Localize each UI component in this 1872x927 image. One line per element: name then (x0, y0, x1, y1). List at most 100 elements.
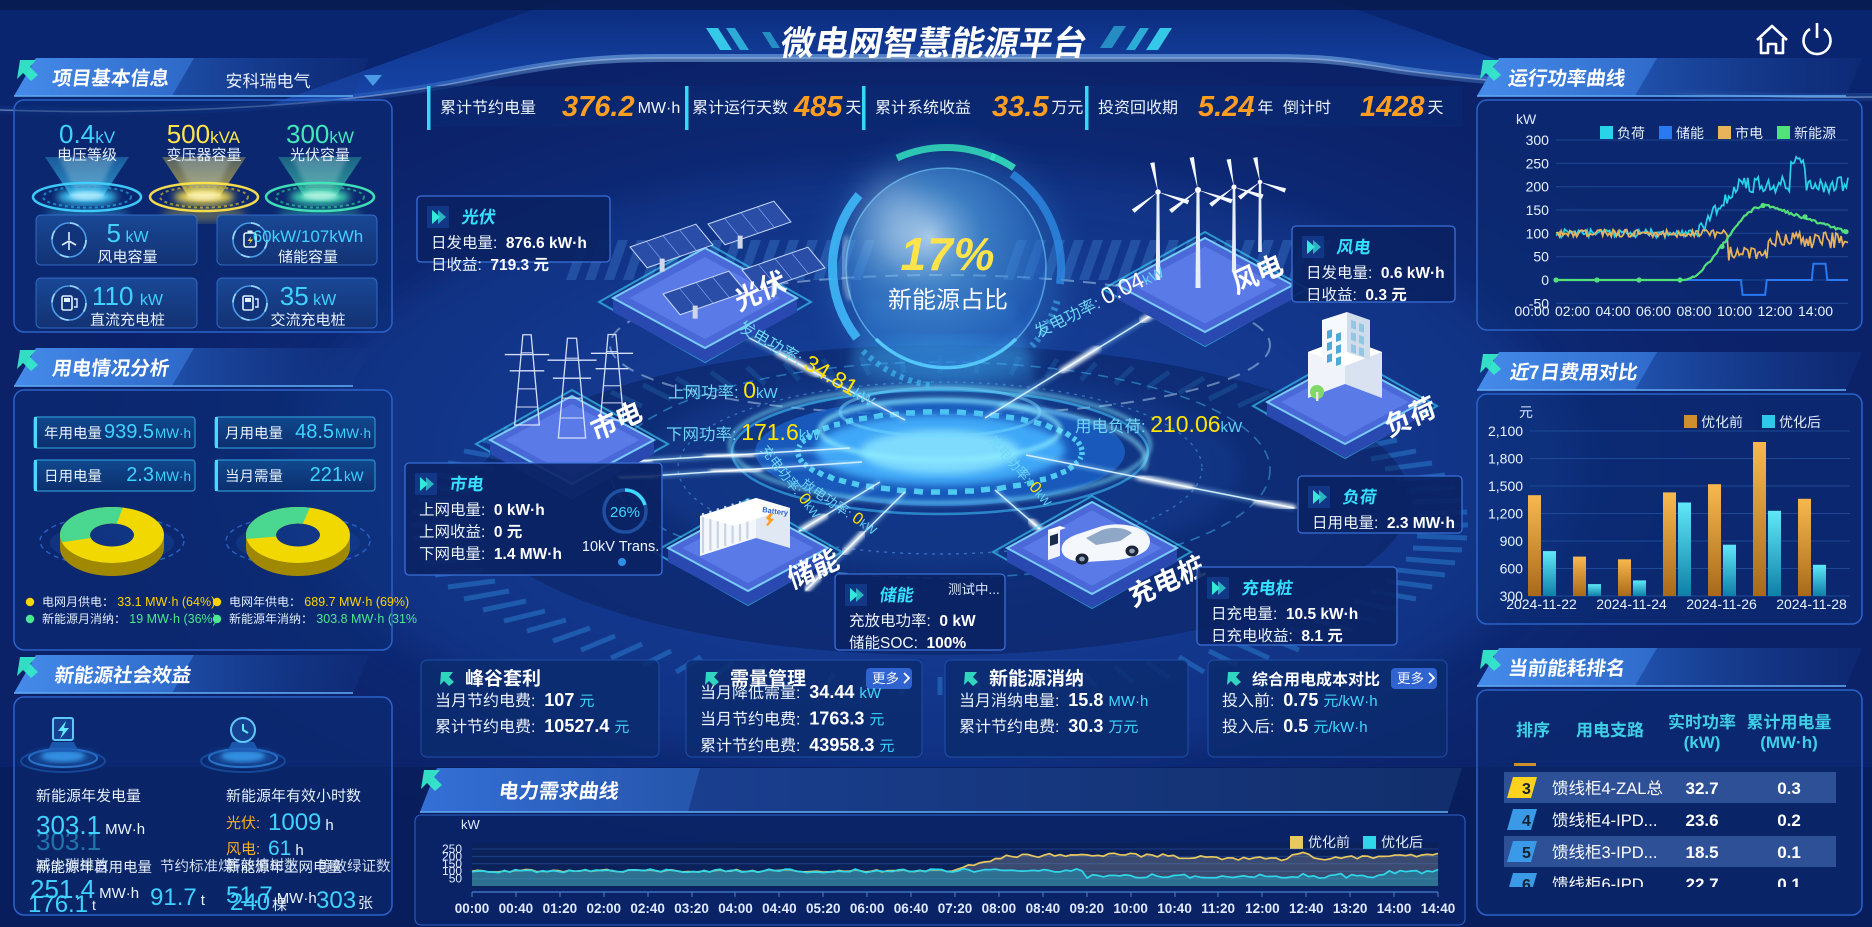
svg-text:06:00: 06:00 (850, 901, 885, 916)
svg-text:kVA: kVA (210, 128, 241, 147)
svg-text:689.7 MW·h (69%): 689.7 MW·h (69%) (304, 595, 409, 609)
svg-text:600: 600 (1500, 561, 1524, 577)
svg-text::: : (481, 502, 494, 519)
svg-text:11:20: 11:20 (1201, 901, 1235, 916)
svg-text:-50: -50 (1529, 295, 1549, 311)
svg-text:(kW): (kW) (1684, 733, 1721, 752)
svg-text:7: 7 (1529, 362, 1540, 384)
svg-text:500: 500 (167, 119, 210, 149)
svg-text:0.3: 0.3 (1365, 287, 1391, 304)
svg-text:1,800: 1,800 (1488, 451, 1523, 467)
svg-text:50: 50 (1533, 249, 1549, 265)
svg-text:4-IPD...: 4-IPD... (1602, 812, 1658, 830)
svg-text:240: 240 (230, 889, 270, 916)
svg-text::: : (927, 613, 940, 630)
svg-text:8.1: 8.1 (1301, 628, 1327, 645)
svg-text:32.7: 32.7 (1686, 779, 1719, 798)
svg-text:33.5: 33.5 (992, 91, 1049, 123)
svg-text:04:40: 04:40 (762, 901, 797, 916)
svg-text:02:40: 02:40 (630, 901, 665, 916)
svg-text:15.8: 15.8 (1068, 690, 1103, 710)
svg-text:6-IPD: 6-IPD (1602, 876, 1644, 894)
svg-text:kW: kW (329, 128, 354, 147)
svg-text::: : (481, 546, 494, 563)
svg-text:00:00: 00:00 (455, 901, 490, 916)
svg-text:43958.3: 43958.3 (809, 735, 874, 755)
svg-text:6: 6 (1522, 877, 1531, 894)
svg-text:kW: kW (1221, 419, 1244, 436)
svg-text:MW·h: MW·h (155, 469, 191, 484)
svg-text:04:00: 04:00 (1596, 303, 1631, 319)
svg-text::: : (796, 685, 809, 702)
svg-text:kW: kW (121, 229, 149, 246)
svg-text:03:20: 03:20 (674, 901, 709, 916)
svg-text::: : (481, 524, 494, 541)
svg-text:Battery: Battery (762, 505, 790, 518)
svg-text:300: 300 (286, 119, 329, 149)
svg-text:17%: 17% (901, 228, 996, 280)
svg-text:07:20: 07:20 (938, 901, 973, 916)
svg-text::: : (732, 426, 741, 444)
svg-text:02:00: 02:00 (587, 901, 622, 916)
svg-text:200: 200 (442, 849, 462, 863)
svg-text::: : (1270, 693, 1283, 710)
svg-text:303: 303 (316, 887, 356, 914)
svg-text:100: 100 (1526, 225, 1550, 241)
svg-text:0: 0 (1541, 272, 1549, 288)
svg-text:00:40: 00:40 (499, 901, 534, 916)
svg-text:SOC:: SOC: (880, 635, 927, 652)
svg-text::: : (493, 235, 506, 252)
svg-text:0.3: 0.3 (1777, 779, 1801, 798)
svg-text:0.4: 0.4 (59, 119, 95, 149)
svg-text:/kW·h: /kW·h (1338, 693, 1377, 710)
svg-text:09:20: 09:20 (1070, 901, 1105, 916)
svg-text::: : (796, 712, 809, 729)
svg-text:14:00: 14:00 (1377, 901, 1412, 916)
svg-text:2.3 MW·h: 2.3 MW·h (1387, 515, 1455, 532)
svg-text:30.3: 30.3 (1068, 716, 1103, 736)
svg-text:176.1: 176.1 (28, 891, 88, 918)
svg-text:00:00: 00:00 (1515, 303, 1550, 319)
svg-text:2024-11-22: 2024-11-22 (1506, 596, 1577, 612)
svg-text:MW·h: MW·h (638, 100, 681, 117)
svg-text::: : (256, 815, 260, 832)
svg-text:719.3: 719.3 (490, 257, 533, 274)
svg-text:107: 107 (544, 690, 574, 710)
svg-text:0.6 kW·h: 0.6 kW·h (1381, 265, 1445, 282)
svg-text:300: 300 (1500, 588, 1524, 604)
svg-text:91.7: 91.7 (150, 884, 197, 911)
svg-text:0.1: 0.1 (1777, 843, 1801, 862)
svg-text:1,200: 1,200 (1488, 506, 1523, 522)
svg-text:10.5 kW·h: 10.5 kW·h (1286, 606, 1358, 623)
svg-text:0.75: 0.75 (1283, 690, 1318, 710)
svg-text:h: h (295, 842, 303, 859)
svg-text::: : (1289, 628, 1302, 645)
svg-text:150: 150 (442, 857, 462, 871)
svg-text:kW: kW (309, 292, 337, 309)
svg-text:22.7: 22.7 (1686, 875, 1719, 894)
svg-text::: : (1055, 719, 1068, 736)
svg-text:1763.3: 1763.3 (809, 709, 864, 729)
svg-text:t: t (92, 897, 96, 913)
svg-text:1009: 1009 (268, 809, 321, 836)
svg-text:251.4: 251.4 (30, 874, 95, 904)
svg-text:303.8 MW·h (31%: 303.8 MW·h (31% (316, 612, 417, 626)
svg-text:0: 0 (494, 524, 507, 541)
svg-text:876.6 kW·h: 876.6 kW·h (506, 235, 587, 252)
svg-text:5: 5 (107, 218, 121, 248)
svg-text:MW·h: MW·h (99, 885, 139, 902)
svg-text::: : (1273, 606, 1286, 623)
svg-text::: : (478, 257, 491, 274)
svg-text:485: 485 (793, 91, 843, 123)
svg-text:08:00: 08:00 (982, 901, 1017, 916)
svg-text:171.6: 171.6 (741, 419, 799, 445)
svg-text::: : (256, 841, 260, 858)
svg-text:10:40: 10:40 (1157, 901, 1192, 916)
svg-text:kV: kV (95, 128, 116, 147)
svg-text:33.1 MW·h (64%): 33.1 MW·h (64%) (117, 595, 215, 609)
svg-text:303.1: 303.1 (36, 826, 101, 856)
svg-text:12:40: 12:40 (1289, 901, 1324, 916)
svg-text:5: 5 (1522, 845, 1531, 862)
svg-text::: : (1270, 719, 1283, 736)
svg-text:kW: kW (859, 685, 882, 702)
